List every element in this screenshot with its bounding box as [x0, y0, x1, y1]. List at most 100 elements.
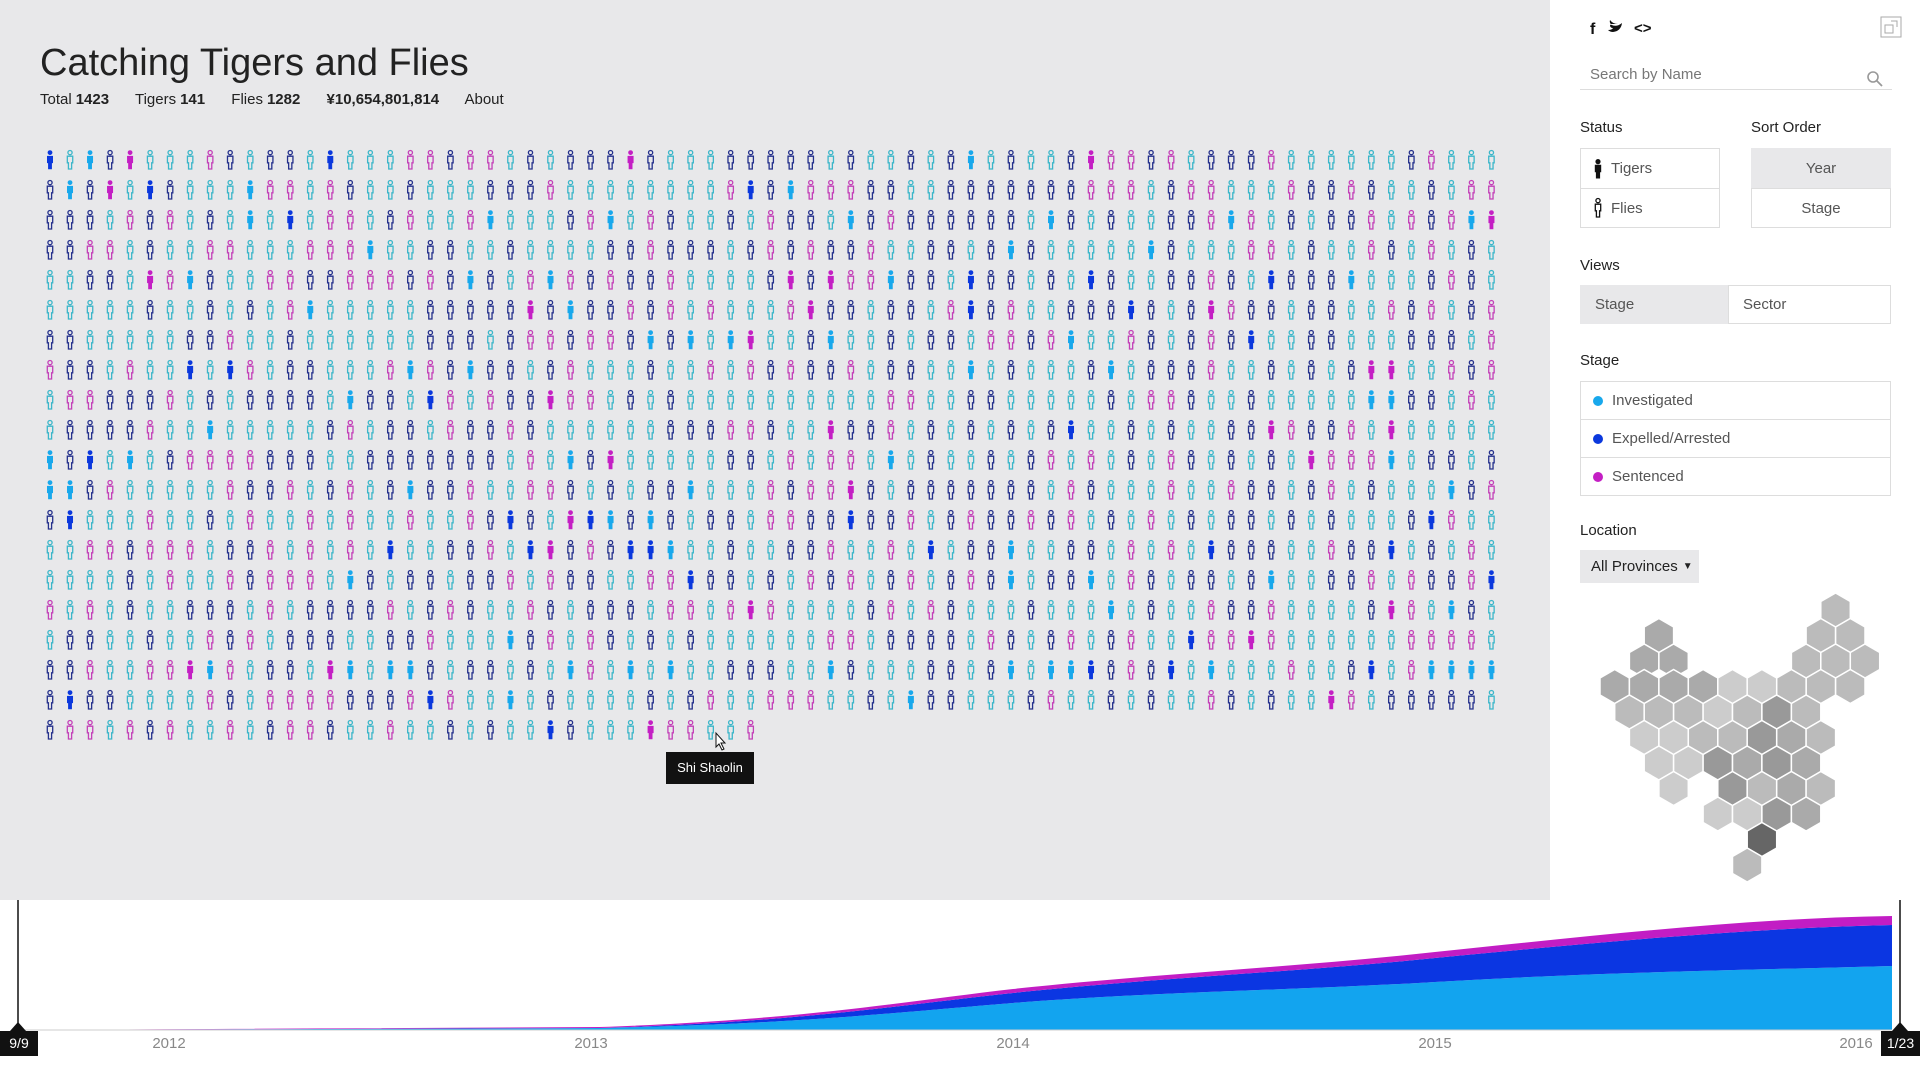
fly-figure [326, 629, 334, 650]
fly-figure [487, 659, 494, 680]
stage-item[interactable]: Sentenced [1580, 457, 1891, 496]
fly-figure [1448, 569, 1455, 590]
fly-figure [507, 419, 514, 440]
tiger-figure [1428, 660, 1435, 680]
fly-figure [306, 179, 314, 200]
year-button[interactable]: Year [1751, 148, 1891, 189]
fly-figure [46, 389, 54, 410]
fly-figure [1127, 479, 1135, 500]
fly-figure [527, 419, 534, 440]
fly-figure [927, 179, 935, 200]
fly-figure [1448, 269, 1455, 290]
fly-figure [567, 479, 574, 500]
province-dropdown[interactable]: All Provinces ▼ [1580, 550, 1699, 583]
fly-figure [1387, 659, 1395, 680]
fly-figure [1428, 299, 1435, 320]
fly-figure [827, 179, 835, 200]
tiger-figure [567, 660, 574, 680]
flies-button[interactable]: Flies [1580, 188, 1720, 228]
fly-figure [1087, 689, 1095, 710]
tiger-figure [847, 480, 854, 500]
fly-figure [206, 539, 214, 560]
fly-figure [286, 599, 294, 620]
stage-item[interactable]: Expelled/Arrested [1580, 419, 1891, 458]
fly-figure [306, 569, 314, 590]
stat[interactable]: Flies 1282 [231, 91, 300, 108]
fly-figure [927, 569, 935, 590]
fly-figure [967, 599, 975, 620]
fly-figure [1247, 479, 1255, 500]
fly-figure [827, 629, 835, 650]
fly-figure [1267, 659, 1275, 680]
fly-figure [346, 299, 354, 320]
stat-label: Total [40, 91, 72, 108]
fly-figure [286, 299, 294, 320]
fly-figure [346, 629, 354, 650]
legend-dot [1593, 471, 1603, 482]
about-link[interactable]: About [464, 91, 504, 108]
fly-figure [1227, 479, 1235, 500]
fly-figure [306, 659, 314, 680]
fly-figure [266, 509, 274, 530]
fly-figure [487, 419, 494, 440]
fly-figure [527, 359, 534, 380]
tiger-figure [547, 270, 554, 290]
fly-figure [1428, 479, 1435, 500]
fly-figure [987, 149, 995, 170]
stat[interactable]: Tigers 141 [135, 91, 205, 108]
fly-figure [587, 599, 594, 620]
fly-figure [647, 689, 654, 710]
province-map[interactable] [1580, 590, 1900, 890]
fly-figure [246, 149, 254, 170]
stage-item[interactable]: Investigated [1580, 381, 1891, 420]
fly-figure [386, 569, 394, 590]
fly-figure [607, 569, 614, 590]
fly-figure [1387, 329, 1395, 350]
fly-figure [326, 419, 334, 440]
tiger-figure [1227, 210, 1235, 230]
fly-figure [1327, 569, 1335, 590]
fly-figure [747, 689, 755, 710]
fly-figure [1147, 659, 1155, 680]
fly-figure [947, 359, 955, 380]
fly-figure [1488, 509, 1495, 530]
fly-figure [226, 299, 234, 320]
search-input[interactable]: Search by Name [1580, 66, 1892, 90]
fly-figure [1127, 209, 1135, 230]
fly-figure [206, 239, 214, 260]
fly-figure [1187, 509, 1195, 530]
fly-figure [1107, 539, 1115, 560]
fly-figure [707, 449, 715, 470]
sector-view-button[interactable]: Sector [1728, 285, 1891, 324]
fly-figure [1347, 359, 1355, 380]
start-handle[interactable]: 9/9 [0, 1031, 38, 1056]
fly-figure [1488, 689, 1495, 710]
fly-figure [326, 719, 334, 740]
tiger-figure [627, 540, 634, 560]
fly-figure [366, 449, 374, 470]
fly-figure [607, 179, 614, 200]
fly-figure [1247, 239, 1255, 260]
fly-figure [607, 299, 614, 320]
fly-figure [86, 299, 94, 320]
fly-figure [1448, 209, 1455, 230]
end-handle[interactable]: 1/23 [1881, 1031, 1920, 1056]
fly-figure [707, 239, 715, 260]
fly-figure [1147, 419, 1155, 440]
stage-sort-button[interactable]: Stage [1751, 188, 1891, 228]
fly-figure [1207, 629, 1215, 650]
fly-figure [867, 629, 875, 650]
fly-figure [1027, 239, 1035, 260]
main-panel: Catching Tigers and Flies Total 1423 Tige… [0, 0, 1550, 900]
fly-figure [246, 389, 254, 410]
share-icons[interactable]: f <> [1588, 18, 1668, 38]
expand-icon[interactable] [1880, 16, 1902, 38]
tigers-button[interactable]: Tigers [1580, 148, 1720, 189]
fly-figure [226, 479, 234, 500]
fly-figure [366, 599, 374, 620]
tiger-figure [387, 660, 394, 680]
stage-view-button[interactable]: Stage [1580, 285, 1729, 324]
search-icon[interactable] [1866, 70, 1884, 88]
fly-figure [707, 299, 715, 320]
fly-figure [567, 359, 574, 380]
